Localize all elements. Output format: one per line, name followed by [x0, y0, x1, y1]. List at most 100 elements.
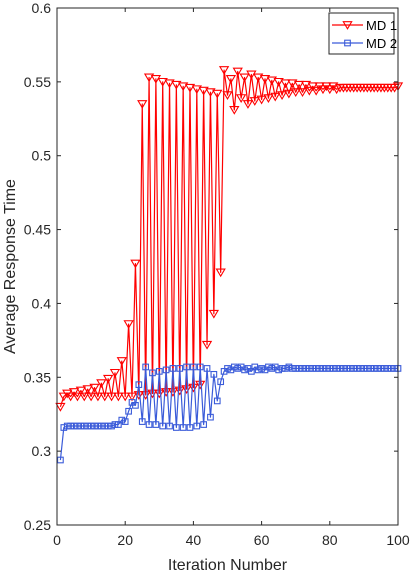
data-point: [235, 94, 247, 103]
axes-box: [56, 7, 399, 526]
data-point: [149, 369, 156, 377]
data-point: [82, 385, 93, 394]
data-point: [195, 380, 206, 390]
data-point: [190, 363, 197, 371]
x-tick-label: 60: [254, 532, 270, 548]
data-point: [77, 422, 85, 430]
x-tick-label: 40: [186, 532, 202, 548]
data-point: [278, 365, 286, 372]
data-point: [164, 79, 175, 89]
data-point: [299, 365, 306, 372]
data-point: [275, 366, 283, 374]
data-point: [225, 74, 237, 84]
data-point: [340, 365, 347, 372]
data-point: [132, 402, 139, 409]
data-point: [276, 91, 288, 101]
data-point: [87, 422, 95, 430]
data-point: [314, 82, 325, 92]
data-point: [150, 74, 162, 84]
data-point: [203, 365, 211, 372]
data-point: [200, 421, 207, 428]
data-point: [183, 363, 190, 371]
data-point: [222, 91, 233, 101]
data-point: [171, 80, 182, 90]
data-point: [109, 368, 121, 378]
data-point: [196, 363, 204, 371]
data-point: [302, 365, 310, 372]
data-point: [323, 365, 330, 372]
data-point: [217, 378, 225, 386]
data-point: [65, 392, 76, 402]
data-point: [102, 374, 114, 384]
data-point: [321, 82, 332, 92]
legend-marker-symbol: [344, 39, 351, 47]
data-point: [224, 365, 231, 372]
data-point: [343, 365, 351, 372]
data-point: [108, 422, 115, 430]
legend-marker-md1: [342, 21, 353, 30]
data-point: [232, 67, 243, 77]
data-point: [268, 365, 276, 372]
data-point: [350, 365, 358, 372]
data-point: [70, 422, 78, 430]
data-point: [120, 392, 131, 402]
data-point: [159, 422, 167, 430]
series-md2: [57, 363, 402, 464]
data-point: [270, 92, 281, 102]
data-point: [391, 365, 398, 372]
y-tick-label: 0.5: [32, 148, 52, 164]
data-point: [324, 85, 335, 95]
data-point: [72, 392, 83, 402]
data-point: [295, 365, 303, 372]
data-point: [328, 82, 339, 92]
data-point: [387, 365, 395, 372]
data-point: [207, 413, 214, 421]
data-point: [285, 363, 293, 371]
data-point: [184, 83, 196, 93]
data-point: [118, 416, 126, 424]
data-point: [101, 422, 109, 430]
data-point: [173, 424, 180, 431]
data-point: [157, 77, 168, 87]
data-point: [307, 82, 318, 92]
data-point: [218, 66, 230, 75]
data-point: [212, 89, 223, 99]
data-point: [280, 79, 291, 89]
data-point: [193, 422, 201, 430]
data-point: [166, 422, 173, 430]
axes: 0 20 40 60 80 100 0.25 0.3 0.35 0.4 0.45 0.5 0.55 0.6: [24, 0, 410, 548]
series-md1: [55, 66, 404, 412]
data-point: [85, 392, 97, 402]
data-point: [198, 86, 209, 96]
data-point: [176, 365, 184, 372]
y-tick-label: 0.3: [32, 443, 52, 459]
data-point: [97, 422, 105, 430]
data-point: [367, 365, 375, 372]
data-point: [215, 268, 226, 278]
legend-box: [328, 12, 395, 55]
x-tick-label: 80: [322, 532, 338, 548]
data-point: [68, 388, 80, 397]
data-point: [174, 386, 185, 396]
data-point: [377, 365, 385, 372]
data-point: [333, 365, 340, 372]
x-tick-label: 20: [117, 532, 133, 548]
data-point: [304, 86, 315, 96]
data-point: [60, 424, 68, 431]
data-point: [162, 366, 170, 374]
data-point: [249, 97, 260, 106]
data-point: [205, 88, 216, 98]
data-point: [155, 368, 163, 375]
data-point: [239, 73, 250, 83]
data-point: [259, 74, 271, 84]
data-point: [135, 381, 143, 389]
y-tick-label: 0.4: [32, 295, 52, 311]
y-axis-label: Average Response Time: [2, 179, 19, 354]
data-point: [256, 95, 267, 105]
data-point: [75, 386, 87, 396]
data-point: [287, 79, 298, 89]
data-point: [154, 389, 165, 399]
data-point: [74, 422, 81, 430]
data-point: [319, 365, 327, 372]
